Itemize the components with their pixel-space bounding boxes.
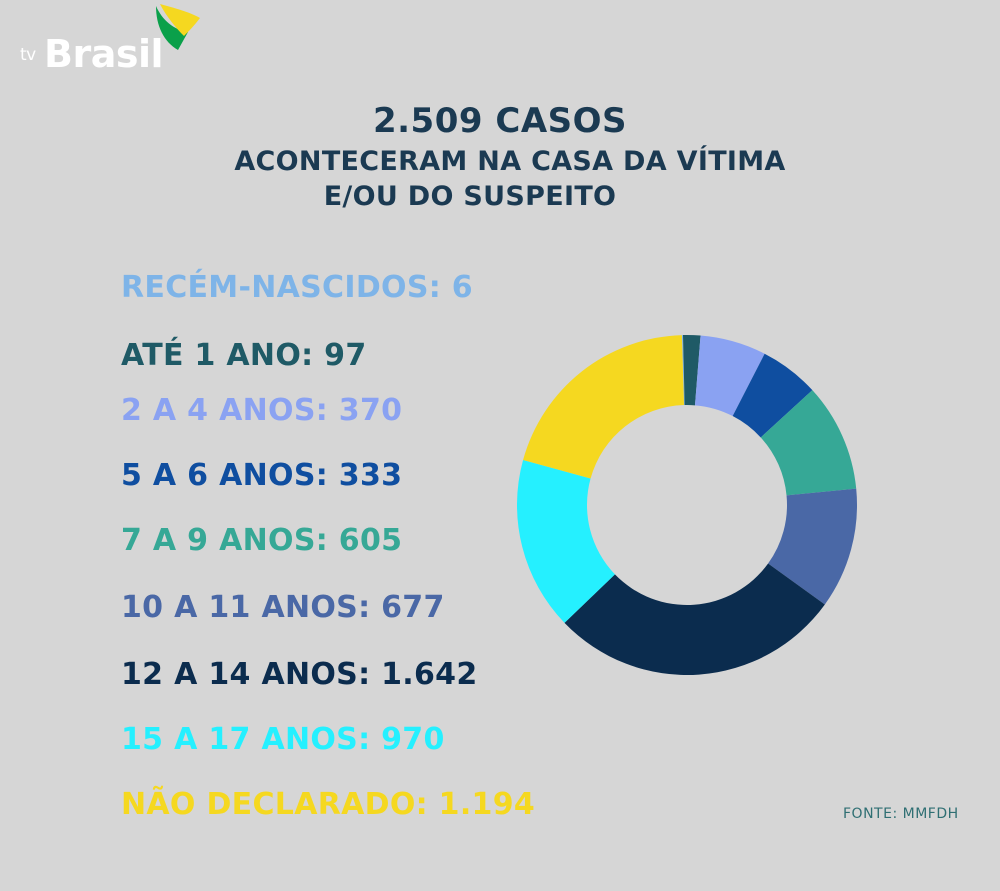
legend-item-ate-1-ano: ATÉ 1 ANO: 97: [121, 338, 367, 373]
source-note: FONTE: MMFDH: [843, 806, 959, 822]
donut-slice-15-a-17-anos: [517, 459, 615, 623]
legend-item-7-a-9-anos: 7 A 9 ANOS: 605: [121, 523, 403, 558]
legend-item-10-a-11-anos: 10 A 11 ANOS: 677: [121, 590, 445, 625]
donut-slice-rec-m-nascidos: [681, 335, 685, 406]
legend-item-15-a-17-anos: 15 A 17 ANOS: 970: [121, 722, 445, 757]
donut-slice-at-1-ano: [682, 335, 701, 406]
chart-subtitle-line2: E/OU DO SUSPEITO: [323, 181, 617, 212]
chart-subtitle-line1: ACONTECERAM NA CASA DA VÍTIMA: [234, 146, 786, 177]
donut-slice-10-a-11-anos: [768, 488, 857, 605]
legend-item-recem-nascidos: RECÉM-NASCIDOS: 6: [121, 270, 473, 305]
chart-title: 2.509 CASOS: [372, 101, 628, 141]
tv-brasil-logo: tv Brasil: [18, 2, 208, 77]
legend-item-5-a-6-anos: 5 A 6 ANOS: 333: [121, 458, 403, 493]
legend-item-nao-declarado: NÃO DECLARADO: 1.194: [121, 787, 536, 822]
legend: RECÉM-NASCIDOS: 6 ATÉ 1 ANO: 97 2 A 4 AN…: [121, 0, 581, 891]
donut-slice-12-a-14-anos: [564, 563, 825, 675]
legend-item-2-a-4-anos: 2 A 4 ANOS: 370: [121, 393, 403, 428]
donut-slice-n-o-declarado: [523, 335, 685, 479]
legend-item-12-a-14-anos: 12 A 14 ANOS: 1.642: [121, 657, 478, 692]
donut-slice-5-a-6-anos: [732, 353, 813, 438]
logo-brasil-text: Brasil: [44, 32, 164, 76]
logo-tv-text: tv: [20, 45, 36, 65]
donut-slice-7-a-9-anos: [760, 390, 857, 496]
logo-mark-icon: [156, 4, 200, 50]
donut-chart: [517, 335, 857, 675]
donut-slice-2-a-4-anos: [694, 335, 765, 417]
